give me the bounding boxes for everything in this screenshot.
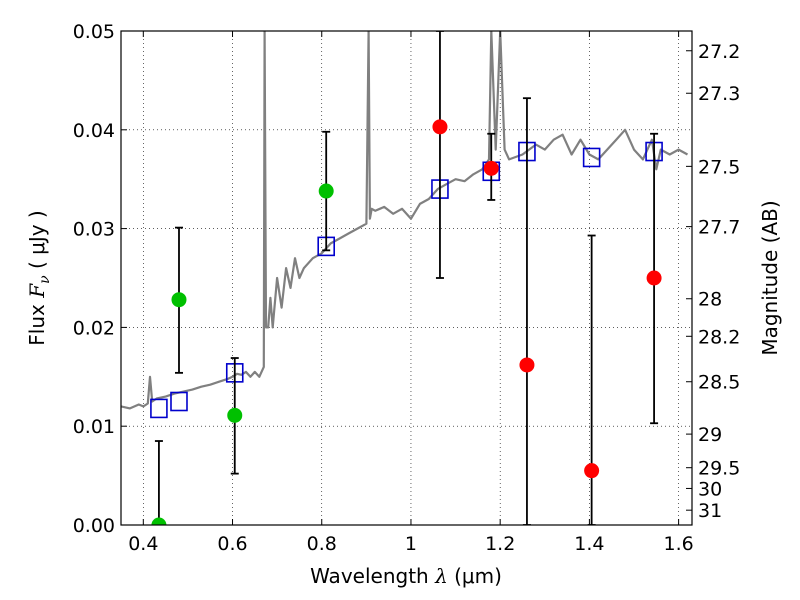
y-tick-label: 0.03: [73, 219, 115, 241]
red-data-point: [646, 270, 662, 286]
y2-tick-label: 27.7: [698, 217, 740, 239]
axis-ticks: 0.4 0.6 0.8 1 1.2 1.4 1.6 0.00 0.01 0.02 0.03 0.04 0…: [73, 21, 741, 555]
y-tick-label: 0.02: [73, 317, 115, 339]
model-square-marker: [582, 147, 601, 168]
y2-tick-label: 28.5: [698, 372, 740, 394]
x-tick-label: 1.6: [664, 533, 694, 555]
y2-tick-label: 27.2: [698, 41, 740, 63]
x-axis-label: Wavelength λ (μm): [310, 564, 502, 588]
model-square-marker: [170, 391, 188, 412]
x-tick-label: 0.4: [128, 533, 158, 555]
red-data-point: [483, 160, 499, 176]
x-tick-label: 0.6: [217, 533, 247, 555]
spectrum-line: [121, 31, 689, 410]
y2-tick-label: 29.5: [698, 458, 740, 480]
y-tick-label: 0.05: [73, 21, 115, 43]
green-data-point: [151, 517, 167, 525]
y-tick-label: 0.04: [73, 120, 115, 142]
plot-area: [121, 31, 692, 525]
y2-tick-label: 27.5: [698, 156, 740, 178]
plot-frame: [120, 30, 693, 526]
x-tick-label: 0.8: [307, 533, 337, 555]
red-data-point: [584, 463, 600, 479]
y2-tick-label: 28.2: [698, 326, 740, 348]
y2-tick-label: 30: [698, 478, 722, 500]
x-tick-label: 1: [405, 533, 417, 555]
x-tick-label: 1.4: [574, 533, 604, 555]
y2-tick-label: 28: [698, 289, 722, 311]
y2-tick-label: 27.3: [698, 83, 740, 105]
green-data-point: [318, 183, 334, 199]
y2-axis-label: Magnitude (AB): [758, 200, 782, 355]
y-tick-label: 0.01: [73, 416, 115, 438]
x-tick-label: 1.2: [485, 533, 515, 555]
model-square-marker: [150, 398, 168, 419]
red-data-point: [519, 357, 535, 373]
y2-tick-label: 29: [698, 424, 722, 446]
y2-tick-label: 31: [698, 500, 722, 522]
y-tick-label: 0.00: [73, 515, 115, 537]
plot-series: [121, 31, 689, 525]
green-data-point: [227, 407, 243, 423]
y-axis-label: Flux Fν ( μJy ): [25, 210, 53, 345]
red-data-point: [432, 119, 448, 135]
green-data-point: [171, 292, 187, 308]
